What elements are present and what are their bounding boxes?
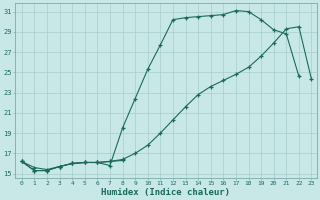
X-axis label: Humidex (Indice chaleur): Humidex (Indice chaleur): [101, 188, 230, 197]
